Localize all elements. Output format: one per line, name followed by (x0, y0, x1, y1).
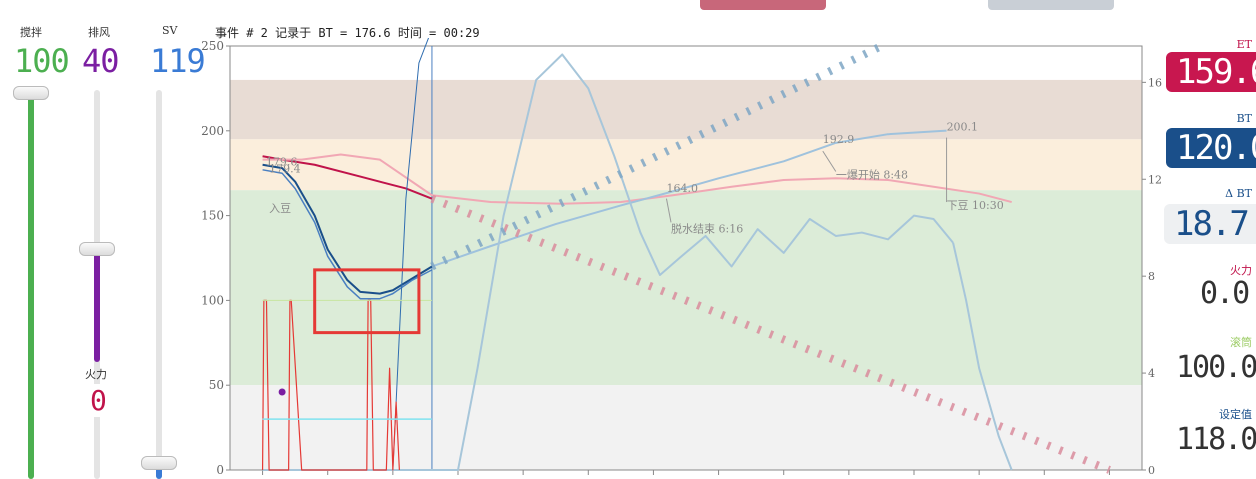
annotation-1: 179.4 (269, 162, 301, 175)
annotation-leader-0 (665, 198, 672, 223)
annotation-5: 192.9 (823, 133, 855, 146)
y2-tick-label-0: 0 (1148, 464, 1155, 477)
highlight-box (313, 268, 421, 335)
et-label: ET (1236, 38, 1252, 51)
stir-slider-handle[interactable] (13, 86, 49, 100)
fire-readout-label: 火力 (1230, 264, 1252, 277)
series-line-2 (262, 163, 433, 295)
annotation-6: 一爆开始 8:48 (836, 167, 908, 181)
annotation-3: 164.0 (666, 182, 698, 195)
series-line-3 (262, 169, 433, 300)
stir-slider-track[interactable] (28, 95, 34, 479)
series-line-11 (430, 194, 1111, 474)
bt-readout: 120.0 (1166, 128, 1256, 168)
series-line-6 (952, 242, 1013, 471)
sv-slider-handle[interactable] (141, 456, 177, 470)
y2-tick-label-4: 4 (1148, 367, 1155, 380)
y2-tick-label-12: 12 (1148, 173, 1162, 186)
annotation-8: 下豆 10:30 (947, 199, 1004, 212)
annotation-7: 200.1 (947, 121, 979, 134)
annotation-leader-1 (822, 150, 837, 172)
event-title: 事件 # 2 记录于 BT = 176.6 时间 = 00:29 (215, 26, 480, 40)
y2-tick-label-16: 16 (1148, 76, 1162, 89)
y-tick-label-0: 0 (216, 463, 224, 477)
y-tick-label-250: 250 (201, 39, 224, 53)
setpoint-readout: 118.0 (1176, 422, 1256, 457)
annotation-2: 入豆 (269, 202, 291, 215)
fan-label: 排风 (88, 26, 110, 39)
fan-value: 40 (82, 42, 120, 80)
background-band-3 (230, 385, 1142, 470)
marker-dot (278, 388, 286, 396)
bt-label: BT (1236, 112, 1252, 125)
drum-label: 滚筒 (1230, 336, 1252, 349)
fan-slider-fill (94, 252, 100, 362)
y-tick-label-150: 150 (201, 209, 224, 223)
drum-readout: 100.0 (1176, 350, 1256, 385)
plot-frame (229, 45, 1143, 471)
y-tick-label-100: 100 (201, 293, 224, 307)
y-tick-label-200: 200 (201, 124, 224, 138)
sv-slider-fill (156, 466, 162, 479)
delta-bt-label: Δ BT (1225, 187, 1252, 200)
top-tab-right (988, 0, 1114, 10)
series-line-4 (431, 129, 947, 268)
fire-slider-label: 火力 (85, 368, 107, 381)
y2-tick-label-8: 8 (1148, 270, 1155, 283)
series-line-8 (261, 299, 400, 471)
background-band-0 (230, 79, 1142, 140)
y-tick-label-50: 50 (209, 378, 224, 392)
sv-value: 119 (150, 42, 206, 80)
et-readout: 159.6 (1166, 52, 1256, 92)
delta-bt-readout: 18.7 (1164, 204, 1256, 244)
sv-slider-track[interactable] (156, 90, 162, 479)
background-band-2 (230, 190, 1142, 386)
stir-label: 搅拌 (20, 26, 42, 39)
series-line-7 (392, 38, 430, 471)
top-tab-left (700, 0, 826, 10)
annotation-0: 179.6 (266, 155, 298, 168)
setpoint-label: 设定值 (1219, 408, 1252, 421)
stir-value: 100 (14, 42, 70, 80)
annotation-4: 脱水结束 6:16 (671, 222, 743, 236)
fire-slider-value: 0 (90, 384, 107, 417)
sv-label: SV (162, 24, 178, 37)
fan-slider-handle[interactable] (79, 242, 115, 256)
fire-readout: 0.0 (1200, 276, 1250, 311)
series-line-12 (430, 42, 884, 271)
